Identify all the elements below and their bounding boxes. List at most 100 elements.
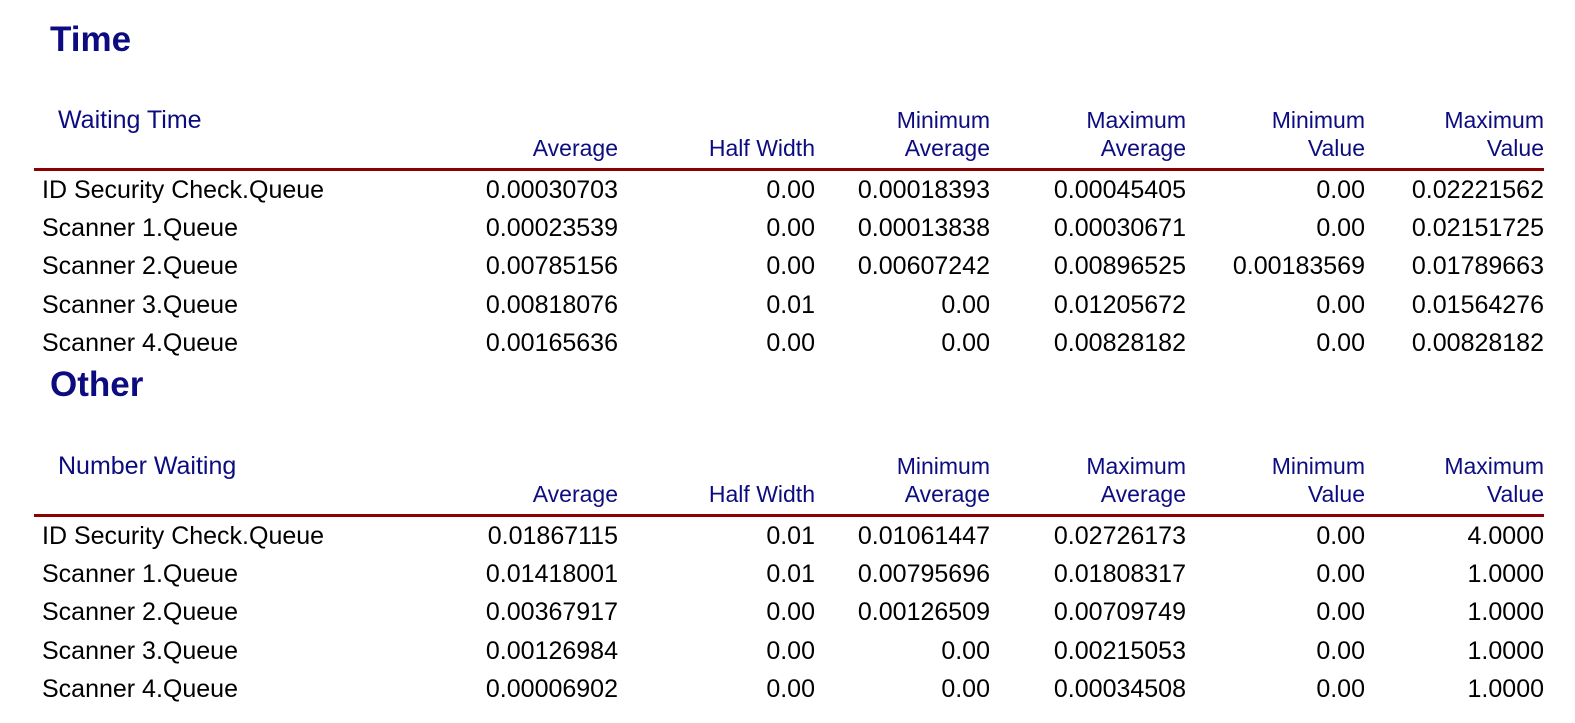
cell-half-width: 0.00 [766, 328, 815, 357]
cell-maximum-average: 0.00034508 [1053, 674, 1186, 703]
cell-minimum-average: 0.00607242 [857, 252, 990, 281]
waiting-time-table: Waiting Time Average Half Width Minimum A… [34, 106, 1544, 362]
column-header-minimum-average: Minimum Average [815, 106, 990, 171]
column-header-half-width: Half Width [618, 452, 815, 517]
table-row: Scanner 4.Queue 0.00165636 0.00 0.00 0.0… [34, 324, 1544, 362]
cell-minimum-average: 0.00 [941, 674, 990, 703]
cell-maximum-average: 0.00215053 [1053, 636, 1186, 665]
column-header-maximum-value: Maximum Value [1365, 452, 1544, 517]
table-row: Scanner 4.Queue 0.00006902 0.00 0.00 0.0… [34, 670, 1544, 708]
cell-minimum-value: 0.00 [1316, 559, 1365, 588]
cell-average: 0.00818076 [485, 290, 618, 319]
column-header-half-width: Half Width [618, 106, 815, 171]
cell-average: 0.01867115 [487, 521, 618, 550]
cell-minimum-average: 0.00126509 [857, 598, 990, 627]
cell-half-width: 0.01 [766, 521, 815, 550]
cell-average: 0.00023539 [485, 213, 618, 242]
cell-maximum-average: 0.02726173 [1053, 521, 1186, 550]
section-title-time: Time [50, 20, 132, 59]
cell-average: 0.00367917 [485, 598, 618, 627]
table-header-row: Number Waiting Average Half Width Minimu… [34, 452, 1544, 517]
cell-minimum-value: 0.00183569 [1232, 252, 1365, 281]
number-waiting-table: Number Waiting Average Half Width Minimu… [34, 452, 1544, 708]
cell-minimum-average: 0.00 [941, 636, 990, 665]
row-label: Scanner 4.Queue [42, 674, 238, 703]
cell-maximum-value: 1.0000 [1467, 559, 1544, 588]
row-label: Scanner 3.Queue [42, 290, 238, 319]
cell-maximum-average: 0.00030671 [1053, 213, 1186, 242]
cell-half-width: 0.00 [766, 598, 815, 627]
cell-maximum-average: 0.00045405 [1053, 175, 1186, 204]
table-row: Scanner 1.Queue 0.00023539 0.00 0.000138… [34, 209, 1544, 247]
cell-half-width: 0.01 [766, 290, 815, 319]
column-header-average: Average [424, 106, 618, 171]
row-label: Scanner 2.Queue [42, 598, 238, 627]
column-header-average: Average [424, 452, 618, 517]
cell-maximum-value: 0.02221562 [1411, 175, 1544, 204]
row-label: Scanner 4.Queue [42, 328, 238, 357]
cell-half-width: 0.00 [766, 674, 815, 703]
cell-maximum-average: 0.00828182 [1053, 328, 1186, 357]
cell-average: 0.00006902 [485, 674, 618, 703]
cell-maximum-average: 0.00709749 [1053, 598, 1186, 627]
cell-half-width: 0.00 [766, 252, 815, 281]
cell-maximum-value: 1.0000 [1467, 674, 1544, 703]
table-row: Scanner 3.Queue 0.00126984 0.00 0.00 0.0… [34, 632, 1544, 670]
cell-minimum-value: 0.00 [1316, 175, 1365, 204]
column-header-maximum-value: Maximum Value [1365, 106, 1544, 171]
cell-maximum-value: 4.0000 [1467, 521, 1544, 550]
table-title-number-waiting: Number Waiting [34, 452, 424, 517]
cell-minimum-value: 0.00 [1316, 290, 1365, 319]
table-header-row: Waiting Time Average Half Width Minimum A… [34, 106, 1544, 171]
cell-half-width: 0.00 [766, 213, 815, 242]
cell-maximum-value: 1.0000 [1467, 598, 1544, 627]
cell-half-width: 0.00 [766, 175, 815, 204]
cell-average: 0.00165636 [485, 328, 618, 357]
cell-average: 0.00785156 [485, 252, 618, 281]
cell-minimum-average: 0.00795696 [857, 559, 990, 588]
cell-minimum-value: 0.00 [1316, 674, 1365, 703]
table-row: Scanner 2.Queue 0.00367917 0.00 0.001265… [34, 594, 1544, 632]
table-title-waiting-time: Waiting Time [34, 106, 424, 171]
cell-maximum-average: 0.00896525 [1053, 252, 1186, 281]
cell-minimum-value: 0.00 [1316, 598, 1365, 627]
cell-average: 0.00030703 [485, 175, 618, 204]
row-label: Scanner 1.Queue [42, 559, 238, 588]
row-label: Scanner 3.Queue [42, 636, 238, 665]
row-label: ID Security Check.Queue [42, 521, 325, 550]
cell-average: 0.00126984 [485, 636, 618, 665]
cell-minimum-value: 0.00 [1316, 636, 1365, 665]
cell-maximum-value: 0.00828182 [1411, 328, 1544, 357]
cell-minimum-average: 0.00013838 [857, 213, 990, 242]
row-label: Scanner 1.Queue [42, 213, 238, 242]
cell-minimum-average: 0.00018393 [857, 175, 990, 204]
table-row: Scanner 3.Queue 0.00818076 0.01 0.00 0.0… [34, 286, 1544, 324]
cell-minimum-average: 0.00 [941, 328, 990, 357]
section-title-other: Other [50, 365, 144, 404]
column-header-minimum-value: Minimum Value [1186, 452, 1365, 517]
cell-maximum-average: 0.01205672 [1053, 290, 1186, 319]
column-header-minimum-value: Minimum Value [1186, 106, 1365, 171]
cell-maximum-value: 0.02151725 [1411, 213, 1544, 242]
table-row: Scanner 2.Queue 0.00785156 0.00 0.006072… [34, 248, 1544, 286]
cell-minimum-value: 0.00 [1316, 213, 1365, 242]
cell-maximum-value: 0.01789663 [1411, 252, 1544, 281]
cell-half-width: 0.00 [766, 636, 815, 665]
column-header-minimum-average: Minimum Average [815, 452, 990, 517]
row-label: ID Security Check.Queue [42, 175, 325, 204]
table-row: ID Security Check.Queue 0.01867115 0.01 … [34, 516, 1544, 556]
cell-average: 0.01418001 [485, 559, 618, 588]
cell-minimum-value: 0.00 [1316, 328, 1365, 357]
cell-maximum-average: 0.01808317 [1053, 559, 1186, 588]
column-header-maximum-average: Maximum Average [990, 106, 1186, 171]
cell-minimum-value: 0.00 [1316, 521, 1365, 550]
cell-minimum-average: 0.00 [941, 290, 990, 319]
table-row: Scanner 1.Queue 0.01418001 0.01 0.007956… [34, 555, 1544, 593]
cell-half-width: 0.01 [766, 559, 815, 588]
table-row: ID Security Check.Queue 0.00030703 0.00 … [34, 170, 1544, 210]
cell-minimum-average: 0.01061447 [857, 521, 990, 550]
row-label: Scanner 2.Queue [42, 252, 238, 281]
cell-maximum-value: 0.01564276 [1411, 290, 1544, 319]
column-header-maximum-average: Maximum Average [990, 452, 1186, 517]
cell-maximum-value: 1.0000 [1467, 636, 1544, 665]
